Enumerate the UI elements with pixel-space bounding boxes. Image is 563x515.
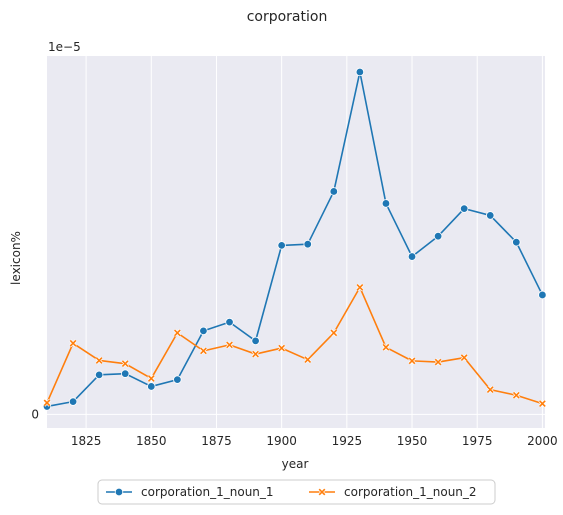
data-point [303, 355, 312, 364]
data-point [199, 347, 208, 355]
data-point [538, 290, 547, 300]
data-point [173, 375, 182, 384]
data-point [121, 369, 130, 378]
marker-x-stroke [121, 360, 129, 368]
data-point [382, 343, 390, 352]
data-point [329, 187, 339, 196]
data-point [329, 329, 338, 337]
data-point [512, 237, 521, 247]
data-point [277, 344, 286, 352]
marker-x-stroke [434, 358, 442, 366]
series-line [46, 286, 543, 405]
series-1 [42, 67, 547, 411]
x-tick-label: 1850 [136, 434, 167, 448]
series-line [46, 71, 544, 408]
data-point [95, 356, 104, 365]
data-point [225, 317, 234, 327]
marker-x-stroke [147, 375, 155, 382]
series-layer [42, 67, 547, 411]
chart-title: corporation [247, 9, 328, 25]
data-point [486, 385, 495, 394]
x-tick-label: 1950 [397, 434, 428, 448]
marker-x-stroke [460, 354, 468, 362]
data-point [147, 382, 156, 391]
data-point [121, 359, 130, 368]
x-tick-label: 1825 [71, 434, 102, 448]
marker-x-stroke [43, 399, 51, 407]
data-point [356, 283, 364, 292]
x-tick-label: 1875 [201, 434, 232, 448]
marker-x-stroke [278, 344, 286, 352]
data-point [225, 341, 234, 349]
legend: corporation_1_noun_1 corporation_1_noun_2 [97, 479, 496, 505]
marker-x-stroke [539, 400, 546, 407]
marker-x-stroke [200, 347, 207, 355]
marker-x-stroke [95, 357, 103, 364]
data-point [433, 232, 443, 241]
x-tick-label: 1975 [462, 434, 493, 448]
data-point [94, 370, 104, 380]
x-tick-label: 2000 [527, 434, 558, 448]
data-point [512, 391, 521, 400]
series-2 [43, 283, 547, 408]
legend-label: corporation_1_noun_1 [141, 485, 274, 499]
marker-x-stroke [356, 283, 364, 291]
legend-label: corporation_1_noun_2 [344, 485, 477, 499]
marker-x-stroke [382, 343, 390, 351]
data-point [43, 398, 51, 407]
data-point [147, 374, 156, 383]
data-point [303, 239, 312, 249]
y-tick-label: 0 [31, 407, 39, 421]
data-point [277, 241, 286, 250]
data-point [199, 326, 208, 336]
data-point [173, 329, 182, 337]
legend-box [97, 479, 496, 505]
marker-x-stroke [174, 329, 181, 337]
marker-x-stroke [252, 350, 259, 358]
marker-x-stroke [69, 339, 77, 347]
marker-x-stroke [318, 488, 326, 496]
legend-item: corporation_1_noun_2 [309, 485, 477, 499]
x-tick-label: 1900 [266, 434, 297, 448]
y-axis-label: lexicon% [9, 231, 23, 285]
x-axis-label: year [282, 457, 309, 471]
data-point [407, 252, 417, 261]
data-point [114, 487, 124, 497]
marker-x-stroke [486, 386, 494, 394]
data-point [459, 204, 469, 213]
data-point [251, 336, 260, 346]
data-point [538, 399, 547, 408]
tick-labels: 1825185018751900192519501975200002468 [31, 407, 558, 448]
data-point [460, 353, 469, 362]
gridlines [47, 56, 545, 428]
y-offset-text: 1e−5 [48, 40, 81, 54]
marker-x-stroke [512, 391, 520, 399]
marker-x-stroke [408, 357, 416, 365]
data-point [251, 350, 260, 358]
marker-x-stroke [304, 356, 312, 364]
data-point [355, 67, 365, 77]
marker-x-stroke [330, 329, 338, 337]
data-point [69, 339, 77, 348]
data-point [486, 211, 495, 220]
marker-x-stroke [226, 341, 233, 349]
data-point [381, 199, 391, 208]
x-tick-label: 1925 [332, 434, 363, 448]
data-point [68, 397, 78, 406]
data-point [434, 358, 442, 366]
data-point [318, 488, 326, 496]
data-point [408, 357, 416, 365]
legend-item: corporation_1_noun_1 [106, 485, 274, 499]
